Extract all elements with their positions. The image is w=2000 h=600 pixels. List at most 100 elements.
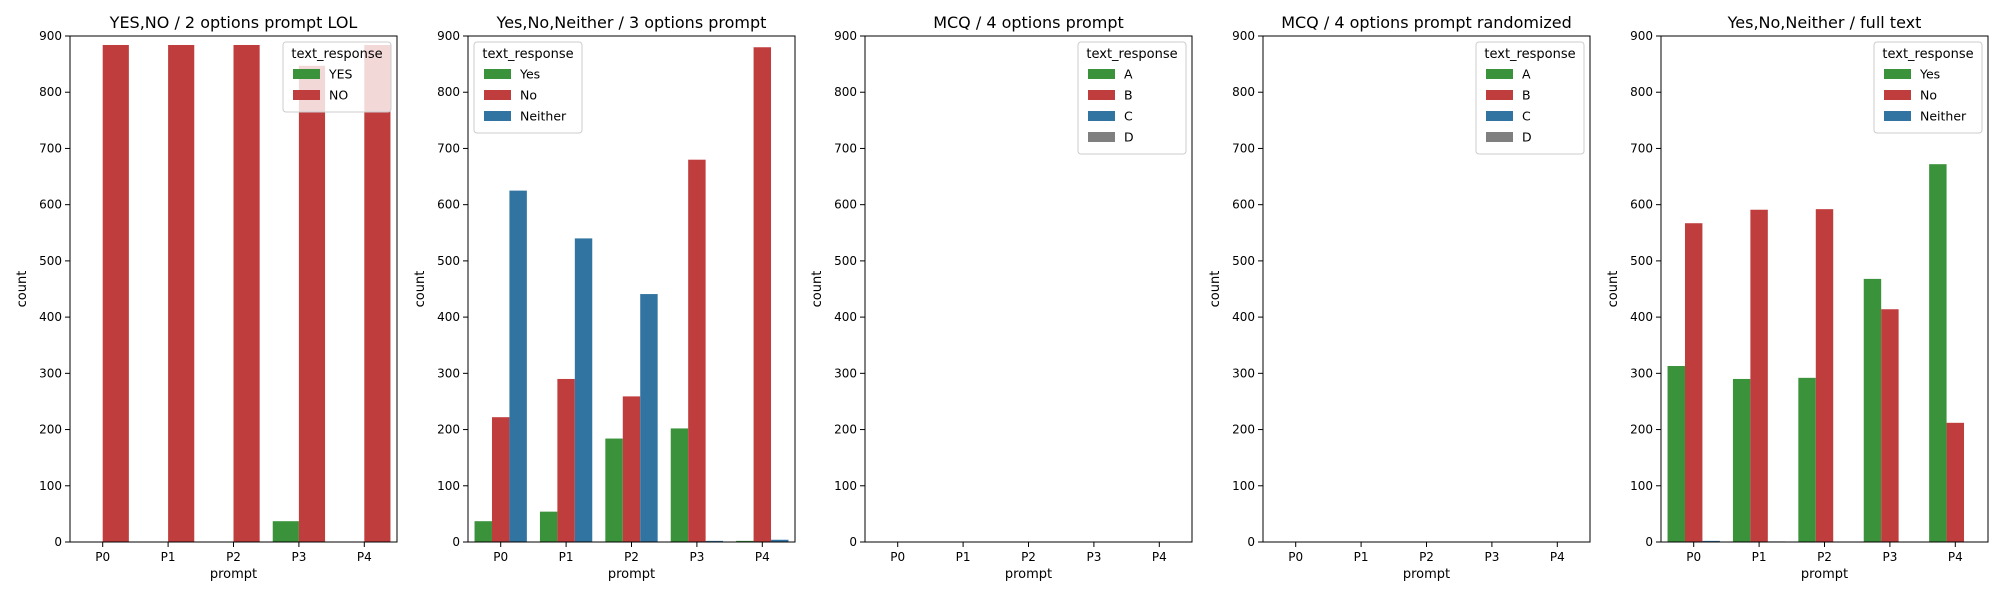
legend-title: text_response (1484, 47, 1575, 62)
plot-frame (467, 35, 796, 543)
y-tick-label: 700 (437, 141, 460, 155)
legend-title: text_response (482, 47, 573, 62)
x-tick-label: P0 (1686, 550, 1701, 564)
x-tick-label: P0 (493, 550, 508, 564)
legend-label: A (1124, 67, 1133, 82)
legend-title: text_response (1086, 47, 1177, 62)
y-tick-label: 700 (1630, 141, 1653, 155)
y-tick-label: 400 (834, 310, 857, 324)
legend-swatch (484, 111, 511, 121)
y-axis-label: count (15, 271, 30, 308)
legend-swatch (1088, 132, 1115, 142)
legend-swatch (293, 69, 320, 79)
y-tick-label: 0 (1247, 535, 1255, 549)
x-tick-label: P4 (357, 550, 372, 564)
bar (509, 190, 527, 542)
y-tick-label: 800 (834, 85, 857, 99)
y-tick-label: 200 (39, 423, 62, 437)
y-tick-label: 700 (39, 141, 62, 155)
y-tick-label: 800 (39, 85, 62, 99)
x-tick-label: P4 (1152, 550, 1167, 564)
y-tick-label: 300 (834, 366, 857, 380)
legend-label: Yes (519, 67, 540, 82)
bar (557, 378, 575, 542)
legend-label: No (520, 88, 537, 103)
bar (1946, 422, 1965, 542)
bar (1881, 309, 1899, 542)
y-axis-label: count (1208, 271, 1223, 308)
x-axis-label: prompt (210, 567, 257, 582)
y-axis-label: count (413, 271, 428, 308)
y-tick-label: 400 (39, 310, 62, 324)
y-tick-label: 300 (1630, 366, 1653, 380)
legend-swatch (484, 90, 511, 100)
legend-label: A (1522, 67, 1531, 82)
bar (622, 396, 641, 542)
x-tick-label: P4 (1550, 550, 1565, 564)
y-tick-label: 0 (1645, 535, 1653, 549)
chart-title: YES,NO / 2 options prompt LOL (109, 13, 358, 32)
x-tick-label: P3 (1882, 550, 1897, 564)
legend: text_response Yes No Neither (1873, 41, 1983, 134)
legend-label: Yes (1919, 67, 1940, 82)
bar (574, 238, 593, 542)
x-tick-label: P1 (1752, 550, 1767, 564)
bar (272, 521, 299, 542)
plot-frame (69, 35, 398, 543)
legend-label: Neither (1920, 109, 1967, 124)
y-tick-label: 400 (1232, 310, 1255, 324)
chart-panel-1: Yes,No,Neither / 3 options prompt 0 100 200… (413, 13, 796, 582)
x-tick-label: P3 (689, 550, 704, 564)
y-tick-label: 0 (54, 535, 62, 549)
legend-swatch (1884, 111, 1911, 121)
chart-panel-4: Yes,No,Neither / full text 0 100 200 300 400 5… (1606, 13, 1989, 582)
y-tick-label: 300 (1232, 366, 1255, 380)
y-tick-label: 500 (1630, 254, 1653, 268)
legend-swatch (1088, 69, 1115, 79)
bar (705, 540, 724, 542)
chart-panel-3: MCQ / 4 options prompt randomized 0 100 200… (1208, 13, 1591, 582)
chart-panel-2: MCQ / 4 options prompt 0 100 200 300 400 500 60… (810, 13, 1193, 582)
bar (168, 44, 195, 543)
legend-swatch (1088, 111, 1115, 121)
x-axis-label: prompt (1801, 567, 1848, 582)
y-tick-label: 500 (437, 254, 460, 268)
y-tick-label: 0 (452, 535, 460, 549)
legend-box (1873, 41, 1983, 134)
legend-label: D (1522, 130, 1532, 145)
chart-title: Yes,No,Neither / full text (1727, 13, 1922, 32)
x-tick-label: P4 (1948, 550, 1963, 564)
y-tick-label: 800 (1630, 85, 1653, 99)
y-tick-label: 800 (437, 85, 460, 99)
legend-title: text_response (1882, 47, 1973, 62)
y-tick-label: 0 (849, 535, 857, 549)
y-tick-label: 500 (39, 254, 62, 268)
legend-label: C (1522, 109, 1531, 124)
bar (1798, 377, 1816, 542)
legend-label: No (1920, 88, 1937, 103)
plot-frame (1660, 35, 1989, 543)
bar (364, 44, 391, 543)
legend: text_response Yes No Neither (473, 41, 583, 134)
legend-label: C (1124, 109, 1133, 124)
bar (1750, 209, 1768, 542)
legend-swatch (1486, 132, 1513, 142)
bar (1684, 223, 1703, 542)
x-tick-label: P3 (1086, 550, 1101, 564)
y-tick-label: 200 (1232, 423, 1255, 437)
x-tick-label: P0 (95, 550, 110, 564)
y-tick-label: 200 (437, 423, 460, 437)
x-axis-label: prompt (1403, 567, 1450, 582)
chart-title: Yes,No,Neither / 3 options prompt (496, 13, 767, 32)
y-tick-label: 600 (1232, 198, 1255, 212)
legend-label: NO (329, 88, 348, 103)
y-tick-label: 100 (834, 479, 857, 493)
legend-swatch (1088, 90, 1115, 100)
y-tick-label: 400 (1630, 310, 1653, 324)
bar (670, 428, 689, 542)
y-tick-label: 600 (1630, 198, 1653, 212)
y-tick-label: 700 (1232, 141, 1255, 155)
